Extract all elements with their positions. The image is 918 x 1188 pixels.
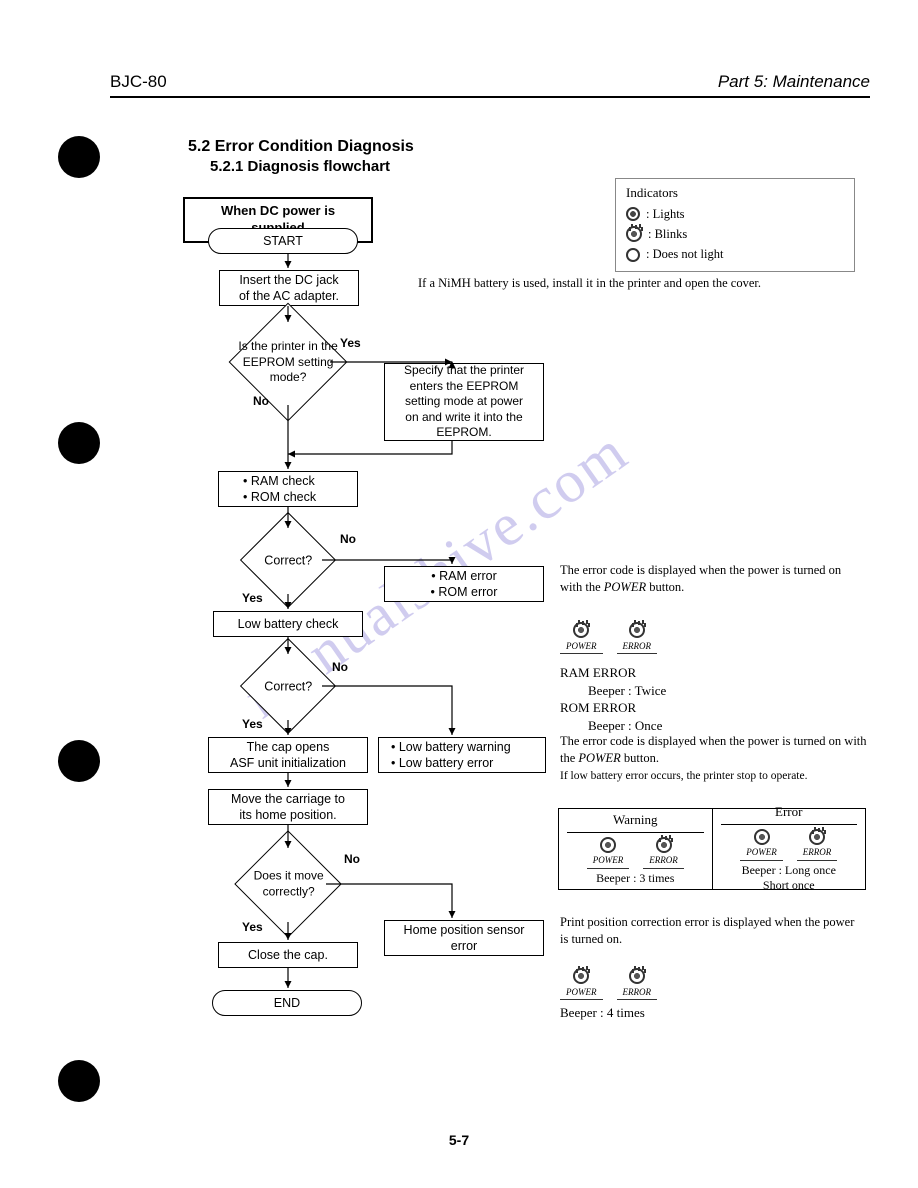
power-on-icon — [754, 829, 770, 845]
off-icon — [626, 248, 640, 262]
col-warning: Warning POWER ERROR Beeper : 3 times — [559, 808, 713, 890]
header-left: BJC-80 — [110, 72, 167, 92]
note-hp: Print position correction error is displ… — [560, 914, 860, 948]
punch-hole — [58, 740, 100, 782]
col-error: Error POWER ERROR Beeper : Long once Sho… — [713, 800, 866, 898]
error-blink-icon — [629, 622, 645, 638]
flow-ramrom: • RAM check • ROM check — [218, 471, 358, 507]
indicators-legend: Indicators : Lights : Blinks : Does not … — [615, 178, 855, 272]
blinks-icon — [626, 226, 642, 242]
legend-title: Indicators — [626, 185, 678, 202]
power-blink-icon — [573, 968, 589, 984]
correct2-no: No — [332, 660, 348, 674]
flow-ramrom-err: • RAM error • ROM error — [384, 566, 544, 602]
flow-cap-open: The cap opens ASF unit initialization — [208, 737, 368, 773]
flow-start: START — [208, 228, 358, 254]
flow-lowbat-err: • Low battery warning • Low battery erro… — [378, 737, 546, 773]
note-lowbat: The error code is displayed when the pow… — [560, 733, 870, 784]
error-blink-icon — [809, 829, 825, 845]
punch-hole — [58, 1060, 100, 1102]
legend-row-off: : Does not light — [626, 246, 723, 262]
eeprom-no: No — [253, 394, 269, 408]
error-blink-icon — [656, 837, 672, 853]
page-header: BJC-80 Part 5: Maintenance — [110, 72, 870, 98]
move-no: No — [344, 852, 360, 866]
eeprom-yes: Yes — [340, 336, 361, 350]
flow-eeprom-spec: Specify that the printer enters the EEPR… — [384, 363, 544, 441]
header-right: Part 5: Maintenance — [718, 72, 870, 92]
flow-lowbat: Low battery check — [213, 611, 363, 637]
flow-move-carriage: Move the carriage to its home position. — [208, 789, 368, 825]
flow-d-eeprom: Is the printer in the EEPROM setting mod… — [229, 303, 348, 422]
lights-icon — [626, 207, 640, 221]
note-hp-leds: POWER ERROR Beeper : 4 times — [560, 968, 657, 1022]
note-ram-text: RAM ERROR Beeper : Twice ROM ERROR Beepe… — [560, 664, 860, 734]
punch-hole — [58, 422, 100, 464]
legend-row-lights: : Lights — [626, 206, 685, 222]
power-blink-icon — [573, 622, 589, 638]
note-ram-leds: POWER ERROR — [560, 622, 657, 654]
punch-hole — [58, 136, 100, 178]
page-number: 5-7 — [0, 1132, 918, 1148]
flow-hp-err: Home position sensor error — [384, 920, 544, 956]
legend-row-blinks: : Blinks — [626, 226, 687, 242]
correct1-yes: Yes — [242, 591, 263, 605]
section-title-2: 5.2.1 Diagnosis flowchart — [210, 158, 390, 175]
section-title-1: 5.2 Error Condition Diagnosis — [188, 138, 414, 156]
flow-end: END — [212, 990, 362, 1016]
move-yes: Yes — [242, 920, 263, 934]
correct1-no: No — [340, 532, 356, 546]
error-blink-icon — [629, 968, 645, 984]
correct2-yes: Yes — [242, 717, 263, 731]
flow-insert: Insert the DC jack of the AC adapter. — [219, 270, 359, 306]
warning-error-table: Warning POWER ERROR Beeper : 3 times Err… — [558, 808, 866, 890]
power-on-icon — [600, 837, 616, 853]
nimh-note: If a NiMH battery is used, install it in… — [418, 275, 868, 292]
note-ram: The error code is displayed when the pow… — [560, 562, 860, 596]
flow-close-cap: Close the cap. — [218, 942, 358, 968]
